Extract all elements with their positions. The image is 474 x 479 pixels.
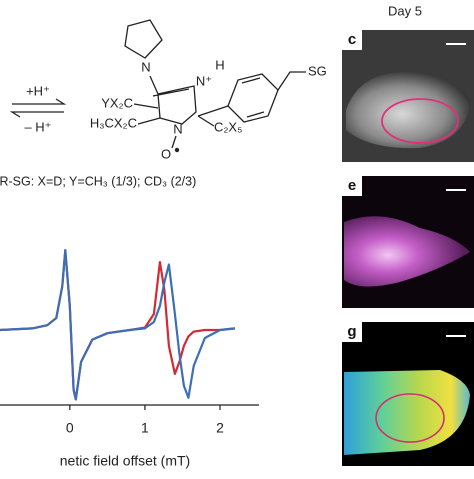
atom: SG [308, 63, 327, 78]
atom: N [173, 121, 182, 136]
atom: N [141, 59, 150, 74]
spectrum-line [0, 249, 236, 401]
x-tick-label: 1 [141, 420, 149, 436]
caption: IR-SG: X=D; Y=CH₃ (1/3); CD₃ (2/3) [0, 174, 196, 188]
imidazoline [149, 75, 197, 125]
atom: N⁺ [196, 73, 212, 88]
panel-label-bg [342, 322, 362, 342]
atom: O [161, 146, 171, 161]
linker [277, 71, 306, 91]
x-tick-label: 2 [216, 420, 224, 436]
forward-label: +H⁺ [26, 83, 50, 98]
reverse-label: – H⁺ [24, 119, 51, 134]
x-axis-label: netic field offset (mT) [60, 453, 190, 469]
day-label: Day 5 [388, 3, 422, 18]
panel-label-bg [342, 176, 362, 196]
panel-e [342, 176, 474, 308]
arrow [9, 111, 64, 118]
panel-label: e [348, 177, 356, 194]
atom: H₃CX₂C [90, 115, 137, 130]
panel-label: g [347, 323, 356, 340]
bonds [133, 103, 229, 149]
panel-label: c [348, 31, 356, 48]
x-tick-label: 0 [66, 420, 74, 436]
atom: H [215, 57, 224, 72]
atom: YX₂C [101, 95, 133, 110]
panel-c [342, 30, 474, 162]
spectrum-line [0, 249, 236, 401]
panel-label-bg [342, 30, 362, 50]
panel-g [342, 322, 474, 466]
radical-dot [174, 147, 180, 153]
pyrrolidine [124, 19, 163, 59]
arrow [12, 98, 67, 105]
atom: C₂X₅ [214, 119, 242, 134]
benzene [227, 73, 279, 123]
